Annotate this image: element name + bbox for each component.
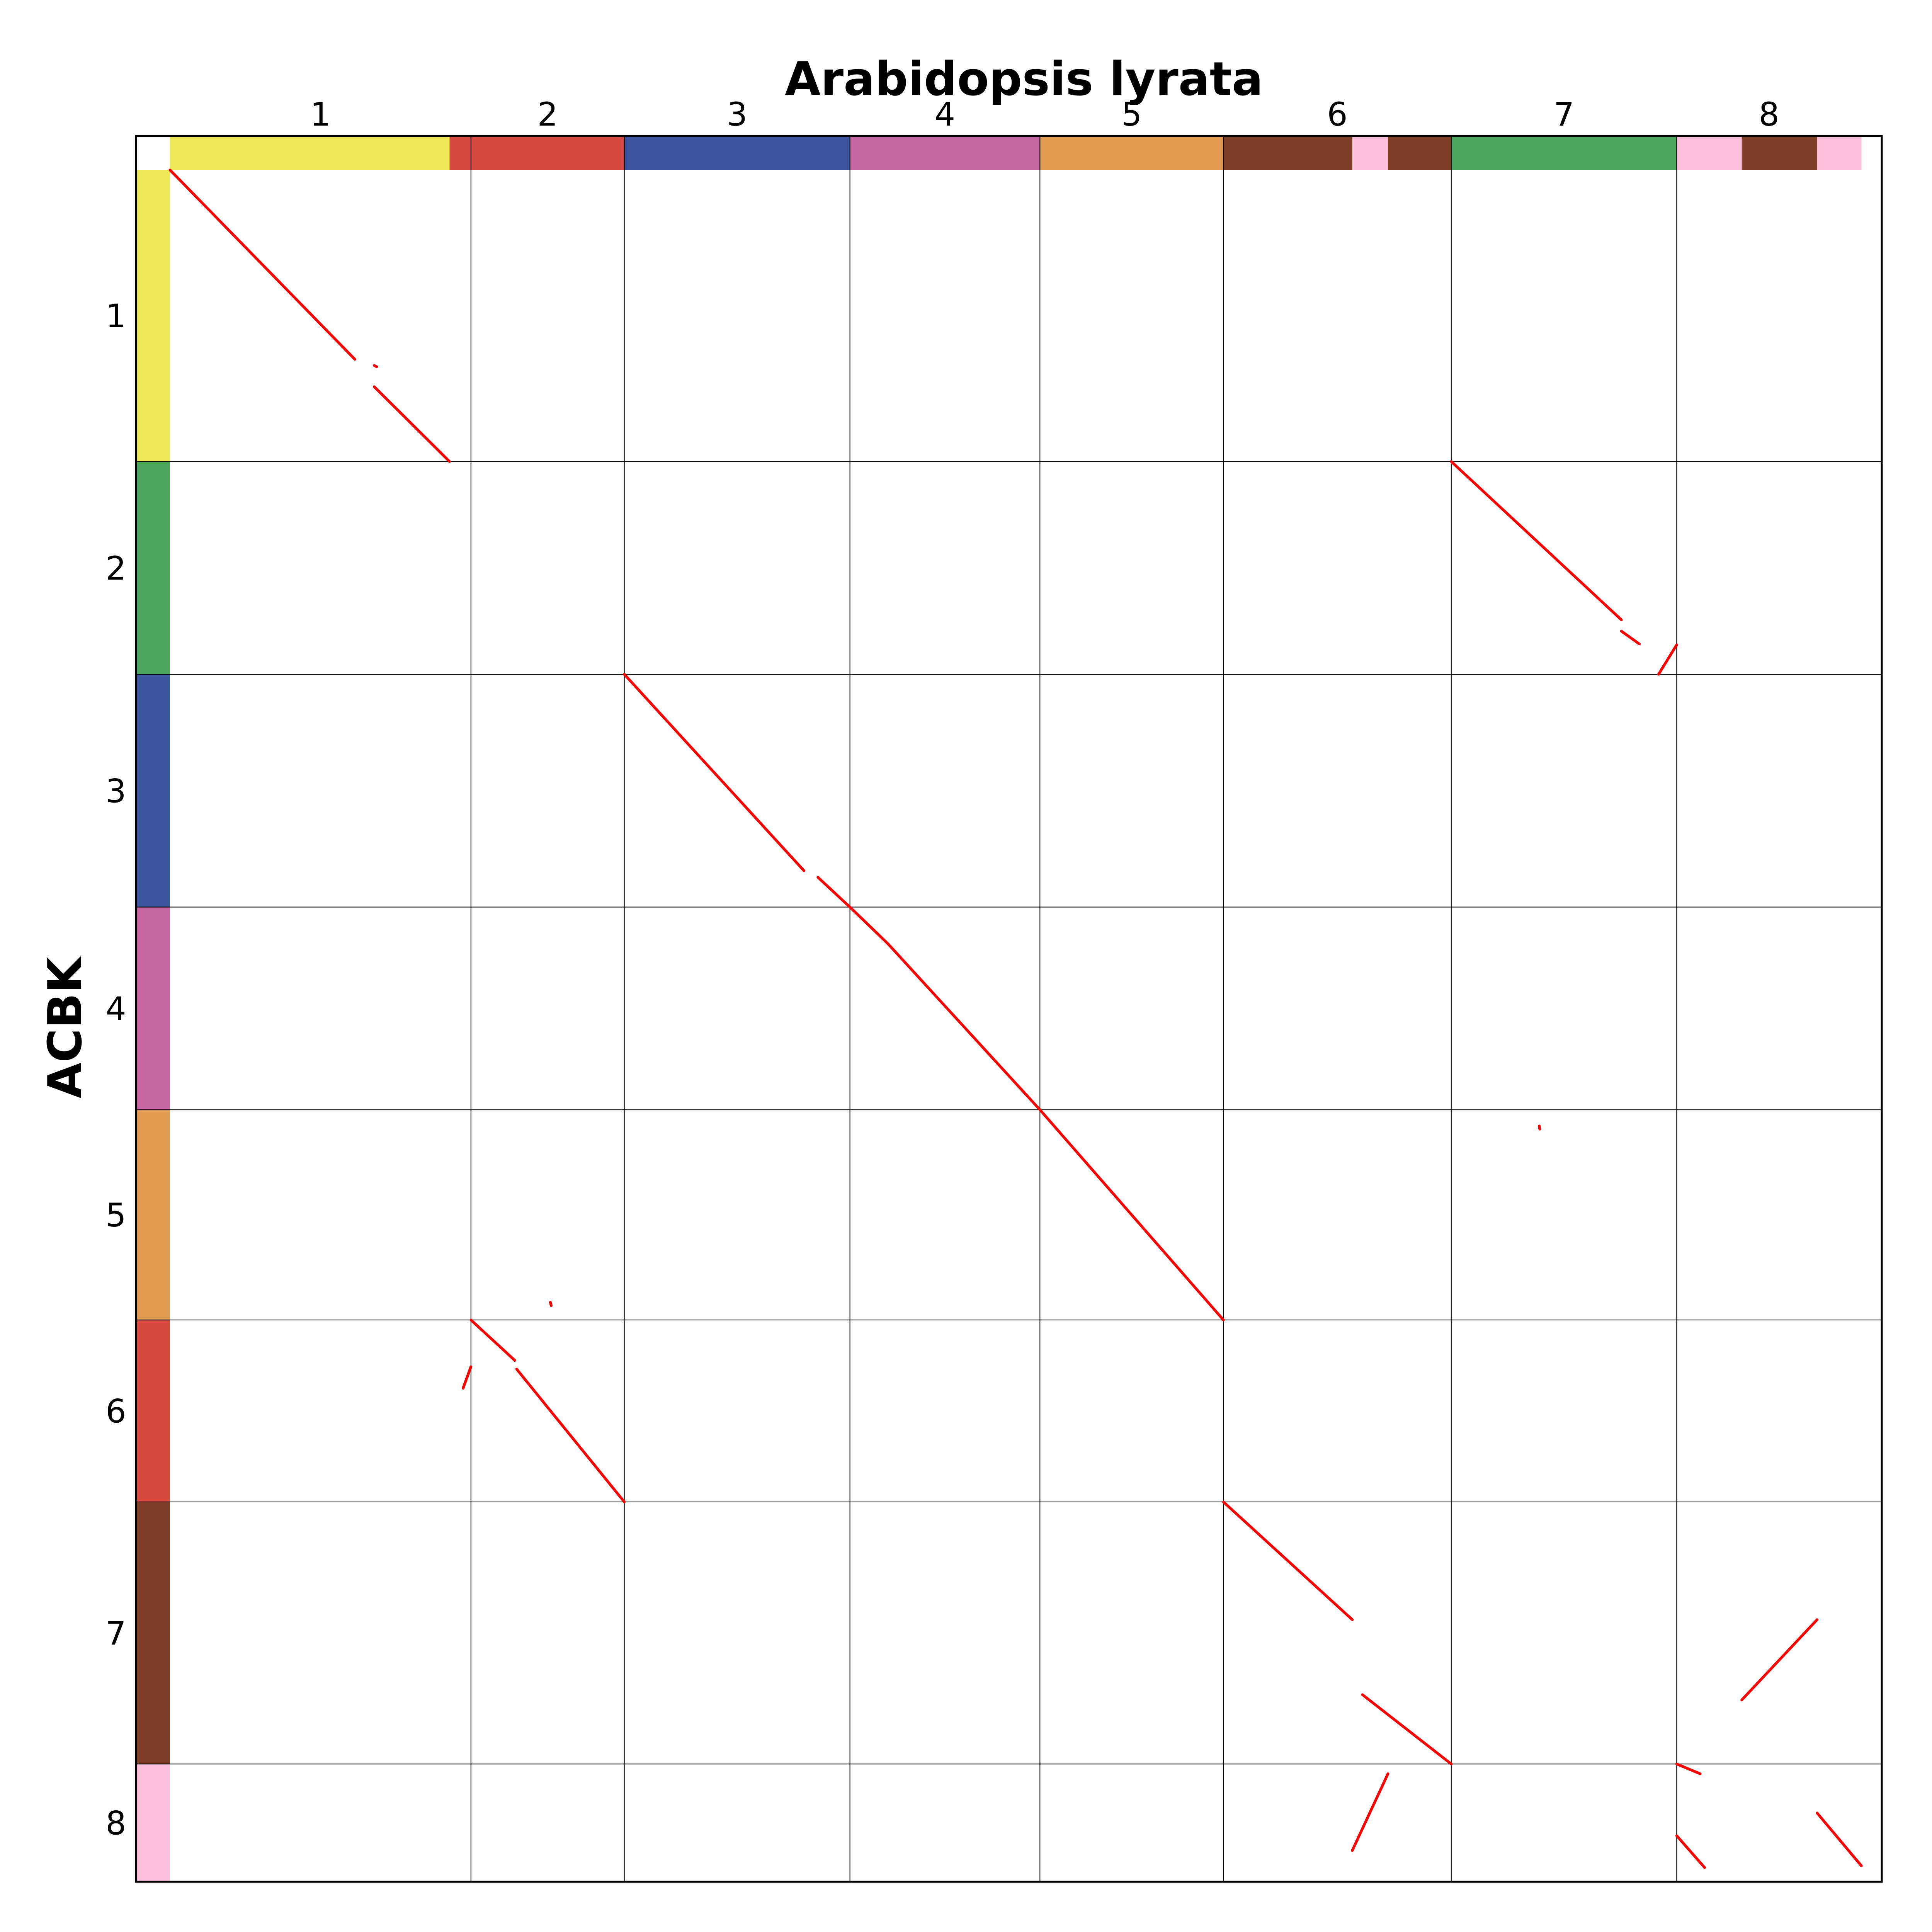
x-colorbar-segment-10 — [1677, 136, 1742, 170]
x-tick-label-8: 8 — [1759, 95, 1779, 133]
plot-frame — [135, 135, 1883, 1883]
chart-title: Arabidopsis lyrata — [785, 53, 1263, 106]
chart-marks: 1 2 3 4 5 6 7 8 1 2 3 4 5 6 7 8 — [105, 95, 1883, 1883]
synteny-segment-15 — [1222, 1500, 1354, 1621]
y-tick-label-8: 8 — [105, 1804, 126, 1842]
y-axis-label: ACBK — [39, 956, 92, 1098]
y-tick-label-2: 2 — [105, 549, 126, 587]
synteny-segment-19 — [1351, 1772, 1389, 1852]
synteny-segment-11 — [1038, 1108, 1225, 1321]
y-colorbar-segment-1 — [136, 170, 170, 462]
x-colorbar-segment-1 — [449, 136, 471, 170]
synteny-segment-4 — [1450, 460, 1623, 621]
synteny-segment-23 — [549, 1301, 553, 1307]
x-colorbar-segment-2 — [471, 136, 624, 170]
x-colorbar-segment-11 — [1742, 136, 1817, 170]
x-colorbar-segment-12 — [1817, 136, 1862, 170]
y-colorbar-segment-6 — [136, 1320, 170, 1502]
synteny-segment-8 — [816, 876, 852, 909]
synteny-segment-22 — [1538, 1124, 1541, 1131]
y-tick-label-7: 7 — [105, 1614, 126, 1652]
y-colorbar-segment-4 — [136, 907, 170, 1110]
synteny-segment-20 — [1675, 1834, 1706, 1869]
synteny-segment-18 — [1675, 1762, 1702, 1775]
y-tick-label-5: 5 — [105, 1196, 126, 1234]
synteny-segment-6 — [1657, 643, 1678, 676]
synteny-segment-5 — [1620, 629, 1641, 646]
synteny-segment-3 — [372, 364, 378, 368]
x-tick-label-2: 2 — [537, 95, 558, 133]
synteny-segment-13 — [515, 1367, 626, 1503]
y-tick-label-3: 3 — [105, 772, 126, 810]
x-colorbar-segment-5 — [1040, 136, 1224, 170]
x-colorbar-segment-9 — [1451, 136, 1677, 170]
x-tick-label-7: 7 — [1554, 95, 1574, 133]
synteny-segment-2 — [372, 385, 451, 463]
y-tick-label-4: 4 — [105, 990, 126, 1028]
y-tick-label-1: 1 — [105, 297, 126, 335]
synteny-segment-21 — [1816, 1811, 1863, 1867]
y-colorbar-segment-8 — [136, 1764, 170, 1882]
x-colorbar-segment-4 — [850, 136, 1040, 170]
y-tick-label-6: 6 — [105, 1393, 126, 1430]
x-colorbar-segment-3 — [624, 136, 850, 170]
x-colorbar-segment-7 — [1352, 136, 1388, 170]
x-tick-label-5: 5 — [1121, 95, 1142, 133]
y-colorbar-segment-2 — [136, 461, 170, 675]
synteny-segment-17 — [1740, 1618, 1819, 1702]
x-tick-label-6: 6 — [1327, 95, 1347, 133]
x-colorbar-segment-0 — [170, 136, 450, 170]
x-colorbar-segment-6 — [1223, 136, 1352, 170]
synteny-segment-1 — [168, 168, 356, 361]
y-colorbar-segment-7 — [136, 1502, 170, 1764]
synteny-segment-10 — [886, 942, 1041, 1111]
synteny-segment-7 — [623, 673, 806, 872]
x-tick-label-3: 3 — [727, 95, 747, 133]
x-colorbar-segment-8 — [1388, 136, 1451, 170]
synteny-segment-16 — [1361, 1693, 1453, 1765]
synteny-segment-14 — [461, 1365, 473, 1390]
synteny-segment-9 — [849, 906, 889, 945]
y-colorbar-segment-3 — [136, 674, 170, 907]
x-tick-label-1: 1 — [310, 95, 331, 133]
y-colorbar-segment-5 — [136, 1110, 170, 1320]
synteny-segment-12 — [469, 1318, 516, 1362]
x-tick-label-4: 4 — [935, 95, 955, 133]
